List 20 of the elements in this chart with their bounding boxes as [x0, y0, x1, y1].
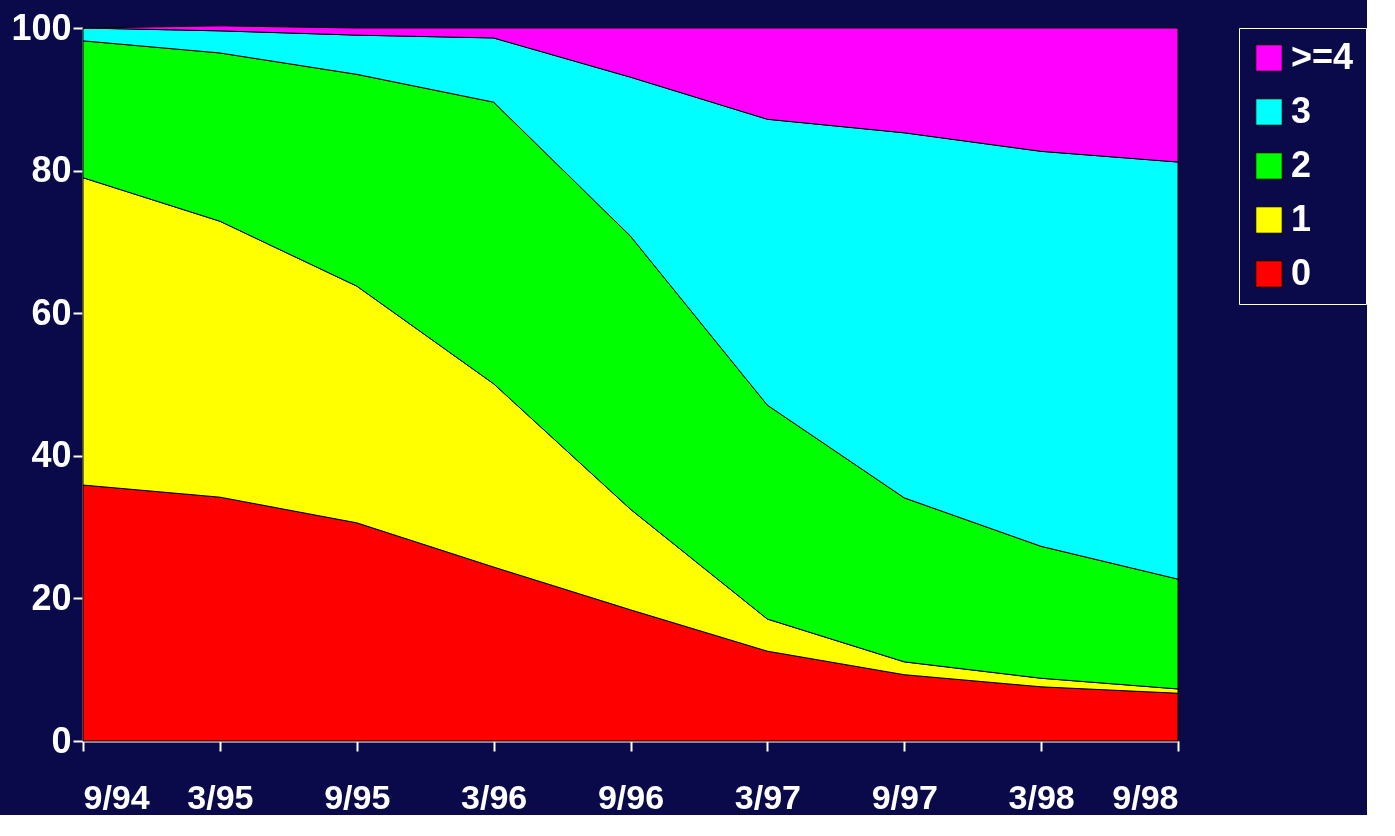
y-tick-label: 20 [31, 576, 72, 618]
y-tick-label: 0 [51, 719, 72, 761]
x-tick-label: 9/96 [597, 777, 665, 816]
x-tick-label: 3/98 [1008, 777, 1075, 816]
x-tick-label: 3/97 [734, 777, 801, 816]
x-tick-label: 9/97 [871, 777, 938, 816]
y-tick-label: 40 [31, 434, 72, 476]
x-tick-label: 3/96 [461, 777, 528, 816]
legend-label: 3 [1291, 90, 1312, 131]
x-tick-label: 9/98 [1112, 777, 1179, 816]
x-tick-label: 3/95 [187, 777, 254, 816]
legend-label: 0 [1291, 252, 1312, 293]
x-tick-label: 9/94 [83, 777, 150, 816]
y-tick-label: 60 [31, 291, 72, 333]
x-tick-label: 9/95 [324, 777, 391, 816]
legend-label: 2 [1291, 144, 1312, 185]
legend-label: 1 [1291, 198, 1312, 239]
y-tick-label: 100 [11, 6, 72, 48]
y-tick-label: 80 [31, 149, 72, 191]
legend-label: >=4 [1291, 36, 1354, 77]
